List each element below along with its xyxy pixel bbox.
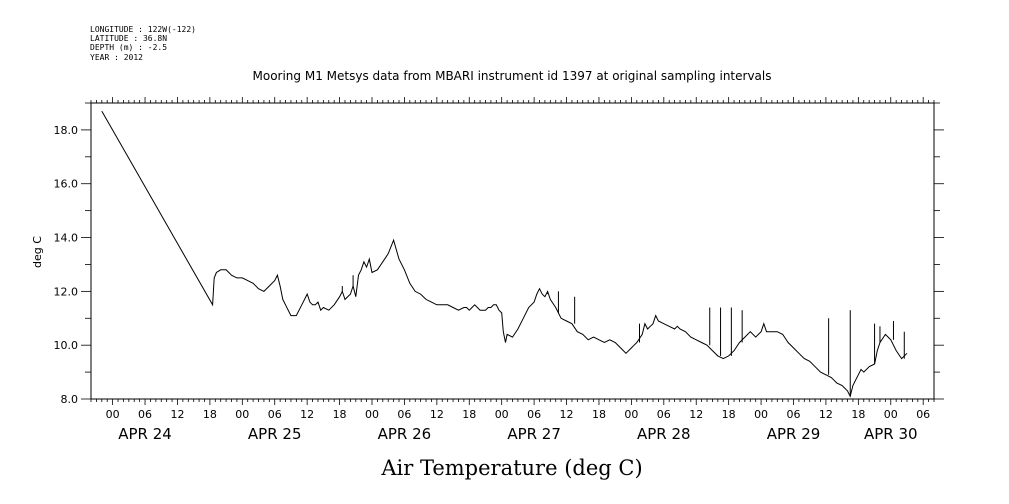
- x-day-label: APR 29: [767, 425, 821, 443]
- x-hour-tick-label: 00: [884, 408, 898, 421]
- x-hour-tick-label: 00: [106, 408, 120, 421]
- x-hour-tick-label: 06: [527, 408, 541, 421]
- x-day-label: APR 28: [637, 425, 691, 443]
- x-hour-tick-label: 18: [203, 408, 217, 421]
- x-day-label: APR 26: [378, 425, 432, 443]
- y-tick-label: 14.0: [54, 232, 79, 245]
- x-hour-tick-label: 06: [268, 408, 282, 421]
- x-hour-tick-label: 12: [430, 408, 444, 421]
- x-hour-tick-label: 12: [170, 408, 184, 421]
- plot-border: [90, 102, 935, 400]
- y-tick-label: 8.0: [61, 393, 79, 406]
- x-hour-tick-label: 18: [462, 408, 476, 421]
- meta-line-longitude: LONGITUDE : 122W(-122): [90, 25, 196, 34]
- metadata-block: LONGITUDE : 122W(-122) LATITUDE : 36.8N …: [90, 25, 196, 62]
- axis-ticks: [81, 97, 944, 405]
- series-layer: [101, 110, 908, 398]
- x-hour-tick-label: 00: [754, 408, 768, 421]
- chart-title: Mooring M1 Metsys data from MBARI instru…: [253, 69, 772, 83]
- x-day-label: APR 25: [248, 425, 302, 443]
- meta-line-year: YEAR : 2012: [90, 53, 143, 62]
- x-hour-tick-label: 06: [657, 408, 671, 421]
- x-axis-label: Air Temperature (deg C): [380, 456, 642, 480]
- series-line: [101, 110, 908, 398]
- x-hour-tick-label: 06: [916, 408, 930, 421]
- x-hour-tick-label: 06: [138, 408, 152, 421]
- x-hour-tick-label: 00: [235, 408, 249, 421]
- x-hour-tick-label: 00: [495, 408, 509, 421]
- x-hour-tick-label: 12: [300, 408, 314, 421]
- plot-frame: [90, 102, 935, 400]
- x-day-label: APR 30: [864, 425, 918, 443]
- meta-line-depth: DEPTH (m) : -2.5: [90, 43, 167, 52]
- x-hour-tick-label: 00: [365, 408, 379, 421]
- y-tick-label: 10.0: [54, 339, 79, 352]
- x-hour-tick-label: 18: [851, 408, 865, 421]
- x-hour-tick-label: 12: [819, 408, 833, 421]
- x-hour-tick-label: 06: [397, 408, 411, 421]
- x-hour-tick-label: 00: [624, 408, 638, 421]
- x-hour-tick-label: 06: [787, 408, 801, 421]
- x-day-label: APR 24: [118, 425, 172, 443]
- x-hour-tick-label: 12: [689, 408, 703, 421]
- x-hour-tick-label: 18: [722, 408, 736, 421]
- y-tick-label: 16.0: [54, 178, 79, 191]
- meta-line-latitude: LATITUDE : 36.8N: [90, 34, 167, 43]
- y-tick-label: 12.0: [54, 285, 79, 298]
- x-day-label: APR 27: [507, 425, 561, 443]
- y-tick-label: 18.0: [54, 124, 79, 137]
- x-hour-tick-label: 12: [560, 408, 574, 421]
- x-hour-tick-label: 18: [333, 408, 347, 421]
- tick-labels: 00 06 12 18 00 06 12 18 00 06 12 18 00 06 12 18 00 06 12 18…: [54, 124, 931, 443]
- x-hour-tick-label: 18: [592, 408, 606, 421]
- y-axis-label: deg C: [31, 236, 44, 268]
